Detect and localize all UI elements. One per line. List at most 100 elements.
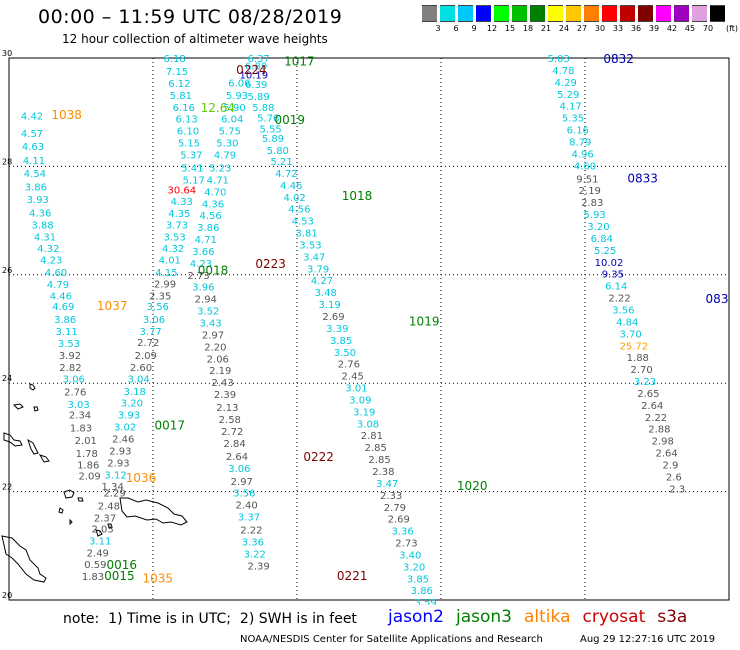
wave-height-value: 3.39 <box>326 324 348 335</box>
wave-height-value: 2.73 <box>395 539 417 550</box>
lon-tick-label: -75 <box>2 604 15 605</box>
lat-lon-grid <box>9 58 729 600</box>
scale-swatch <box>710 5 725 22</box>
wave-height-value: 4.33 <box>171 197 193 208</box>
wave-height-value: 2.72 <box>137 338 159 349</box>
wave-height-value: 4.46 <box>280 181 302 192</box>
wave-height-value: 3.93 <box>27 195 49 206</box>
scale-swatch <box>638 5 653 22</box>
wave-height-value: 4.31 <box>34 232 56 243</box>
wave-height-value: 6.84 <box>591 234 613 245</box>
wave-height-value: 6.04 <box>221 115 243 126</box>
wave-height-value: 2.64 <box>226 452 248 463</box>
wave-height-value: 2.29 <box>103 489 125 500</box>
scale-label: 39 <box>648 24 660 33</box>
lon-tick-label: -63 <box>578 604 591 605</box>
wave-height-value: 4.15 <box>155 268 177 279</box>
wave-height-value: 4.23 <box>40 256 62 267</box>
wave-height-value: 4.72 <box>275 169 297 180</box>
wave-height-value: 5.88 <box>252 103 274 114</box>
wave-height-value: 6.18 <box>163 54 185 65</box>
wave-height-value: 2.34 <box>69 411 91 422</box>
wave-height-value: 2.19 <box>579 186 601 197</box>
wave-height-value: 6.89 <box>245 62 267 73</box>
wave-height-value: 5.03 <box>547 54 569 65</box>
satellite-legend: jason2 jason3 altika cryosat s3a <box>388 607 699 627</box>
wave-height-value: 4.71 <box>195 235 217 246</box>
wave-height-value: 3.86 <box>54 315 76 326</box>
wave-height-value: 6.39 <box>245 80 267 91</box>
wave-height-value: 3.06 <box>63 374 85 385</box>
lat-tick-label: 24 <box>2 374 12 383</box>
scale-label: 30 <box>594 24 606 33</box>
scale-swatch <box>422 5 437 22</box>
pass-time-label: 083 <box>706 292 729 306</box>
wave-height-value: 2.38 <box>372 467 394 478</box>
wave-height-value: 4.17 <box>559 102 581 113</box>
wave-height-value: 5.21 <box>271 157 293 168</box>
wave-height-value: 4.27 <box>311 276 333 287</box>
wave-height-value: 2.98 <box>652 437 674 448</box>
wave-height-value: 5.55 <box>259 124 281 135</box>
wave-height-value: 5.29 <box>557 90 579 101</box>
wave-height-value: 2.93 <box>109 446 131 457</box>
wave-height-value: 2.88 <box>648 425 670 436</box>
wave-height-value: 2.97 <box>202 330 224 341</box>
wave-height-value: 2.40 <box>235 501 257 512</box>
wave-height-value: 25.72 <box>620 341 649 352</box>
wave-height-value: 2.76 <box>64 387 86 398</box>
pass-time-label: 0019 <box>275 113 306 127</box>
wave-height-value: 4.01 <box>159 256 181 267</box>
lon-tick-label: -72 <box>146 604 159 605</box>
wave-height-value: 3.23 <box>634 377 656 388</box>
wave-height-value: 4.63 <box>22 142 44 153</box>
scale-label: 24 <box>558 24 570 33</box>
wave-height-value: 6.16 <box>567 126 589 137</box>
scale-label: 6 <box>453 24 459 33</box>
scale-swatch <box>656 5 671 22</box>
scale-label: 42 <box>666 24 678 33</box>
wave-height-value: 2.83 <box>581 198 603 209</box>
wave-height-value: 1.83 <box>70 424 92 435</box>
wave-height-value: 3.12 <box>104 470 126 481</box>
wave-height-value: 9.35 <box>602 270 624 281</box>
wave-height-value: 2.93 <box>107 458 129 469</box>
lat-tick-label: 28 <box>2 157 12 166</box>
wave-height-value: 2.35 <box>149 291 171 302</box>
legend-jason3: jason3 <box>456 607 512 627</box>
wave-height-value: 3.86 <box>197 223 219 234</box>
wave-height-value: 0.59 <box>84 560 106 571</box>
wave-height-value: 1.83 <box>82 572 104 583</box>
wave-height-value: 2.58 <box>219 415 241 426</box>
wave-height-value: 4.11 <box>23 156 45 167</box>
scale-swatch <box>602 5 617 22</box>
wave-height-value: 5.81 <box>170 91 192 102</box>
pass-time-label: 1017 <box>284 54 315 68</box>
wave-height-value: 5.35 <box>562 114 584 125</box>
wave-height-observations: 4.424.574.634.114.543.863.934.363.884.31… <box>21 54 685 605</box>
wave-height-value: 4.36 <box>202 199 224 210</box>
wave-height-value: 4.56 <box>288 205 310 216</box>
wave-height-value: 2.48 <box>98 502 120 513</box>
wave-height-value: 1.88 <box>627 353 649 364</box>
wave-height-value: 3.73 <box>166 220 188 231</box>
scale-label: 12 <box>486 24 498 33</box>
wave-height-value: 2.9 <box>662 461 678 472</box>
wave-height-value: 9.51 <box>576 174 598 185</box>
wave-height-value: 2.64 <box>655 449 677 460</box>
scale-swatch <box>566 5 581 22</box>
wave-height-value: 3.36 <box>242 537 264 548</box>
wave-height-value: 5.90 <box>223 103 245 114</box>
wave-height-value: 3.59 <box>415 598 437 605</box>
wave-height-value: 6.13 <box>175 115 197 126</box>
wave-height-value: 4.60 <box>45 268 67 279</box>
wave-height-value: 2.85 <box>368 455 390 466</box>
wave-height-value: 2.01 <box>75 436 97 447</box>
wave-height-value: 5.89 <box>262 134 284 145</box>
scale-label: 18 <box>522 24 534 33</box>
lon-tick-label: -66 <box>434 604 447 605</box>
wave-height-value: 4.96 <box>571 149 593 160</box>
wave-height-value: 5.30 <box>216 139 238 150</box>
wave-height-value: 4.69 <box>52 302 74 313</box>
wave-height-value: 3.86 <box>25 182 47 193</box>
